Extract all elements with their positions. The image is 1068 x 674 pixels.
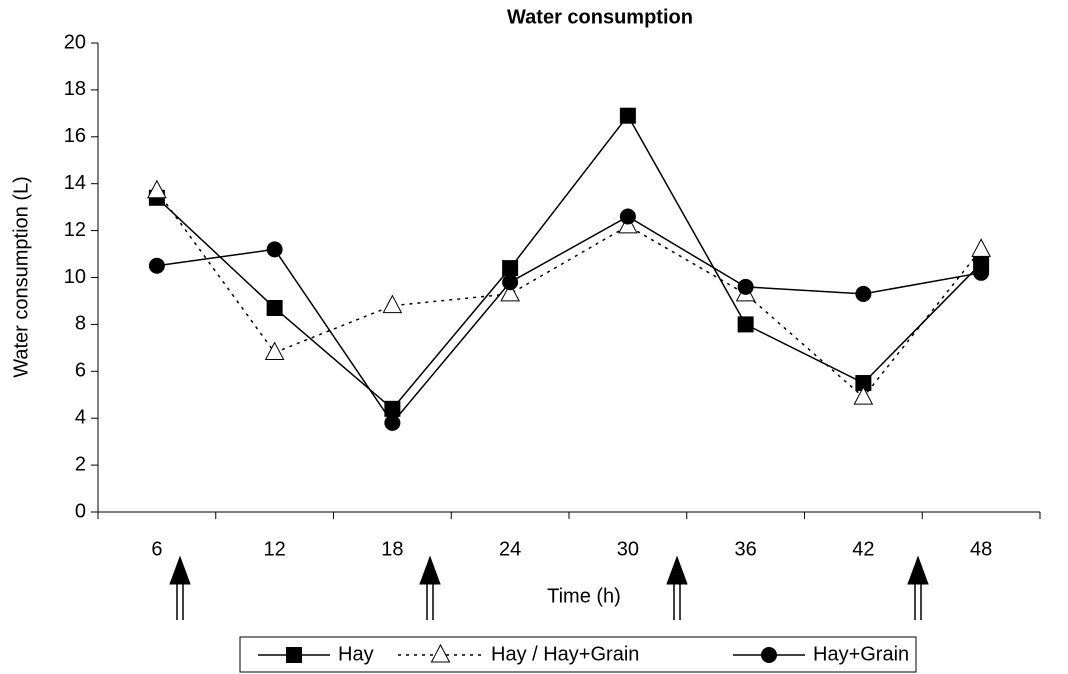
marker (384, 400, 401, 417)
legend-marker (761, 647, 777, 663)
legend-label: Hay (338, 643, 374, 665)
marker (619, 208, 636, 225)
y-axis-label: Water consumption (L) (10, 176, 32, 378)
y-tick-label: 16 (64, 125, 86, 147)
y-tick-label: 8 (75, 313, 86, 335)
marker (853, 386, 874, 405)
chart-title: Water consumption (507, 6, 693, 28)
legend-marker (286, 647, 302, 663)
x-tick-label: 12 (264, 538, 286, 560)
series-line (156, 215, 982, 425)
y-tick-label: 0 (75, 500, 86, 522)
arrows (169, 555, 929, 620)
marker (382, 294, 403, 314)
x-tick-label: 6 (151, 538, 162, 560)
arrow (907, 555, 929, 620)
series-line (156, 114, 982, 410)
marker (619, 107, 636, 124)
y-tick-label: 18 (64, 78, 86, 100)
arrow (419, 555, 441, 620)
x-tick-label: 18 (381, 538, 403, 560)
marker (264, 341, 285, 361)
marker (266, 241, 283, 258)
marker (147, 179, 167, 199)
marker (500, 282, 520, 302)
x-tick-label: 48 (970, 538, 992, 560)
marker (855, 285, 872, 302)
x-axis-label: Time (h) (547, 585, 621, 607)
marker (971, 238, 991, 257)
x-tick-label: 42 (852, 538, 874, 560)
marker (855, 375, 872, 392)
marker (266, 299, 283, 316)
y-tick-label: 2 (75, 453, 86, 475)
y-tick-label: 12 (64, 219, 86, 241)
legend-marker (430, 643, 451, 663)
y-tick-label: 20 (64, 31, 86, 53)
x-tick-label: 30 (617, 538, 639, 560)
y-tick-label: 4 (75, 406, 86, 428)
arrow (169, 555, 191, 620)
y-tick-label: 14 (64, 172, 86, 194)
legend-label: Hay / Hay+Grain (491, 643, 639, 665)
x-tick-label: 24 (499, 538, 521, 560)
arrow (666, 555, 688, 620)
marker (502, 260, 519, 277)
series-line (156, 190, 982, 399)
marker (973, 264, 990, 281)
y-tick-label: 6 (75, 360, 86, 382)
marker (502, 274, 519, 291)
legend-box (239, 636, 917, 673)
y-tick-label: 10 (64, 266, 86, 288)
legend-label: Hay+Grain (813, 643, 909, 665)
marker (148, 257, 165, 274)
marker (737, 316, 754, 333)
marker (384, 414, 401, 431)
x-tick-label: 36 (735, 538, 757, 560)
marker (737, 278, 754, 295)
